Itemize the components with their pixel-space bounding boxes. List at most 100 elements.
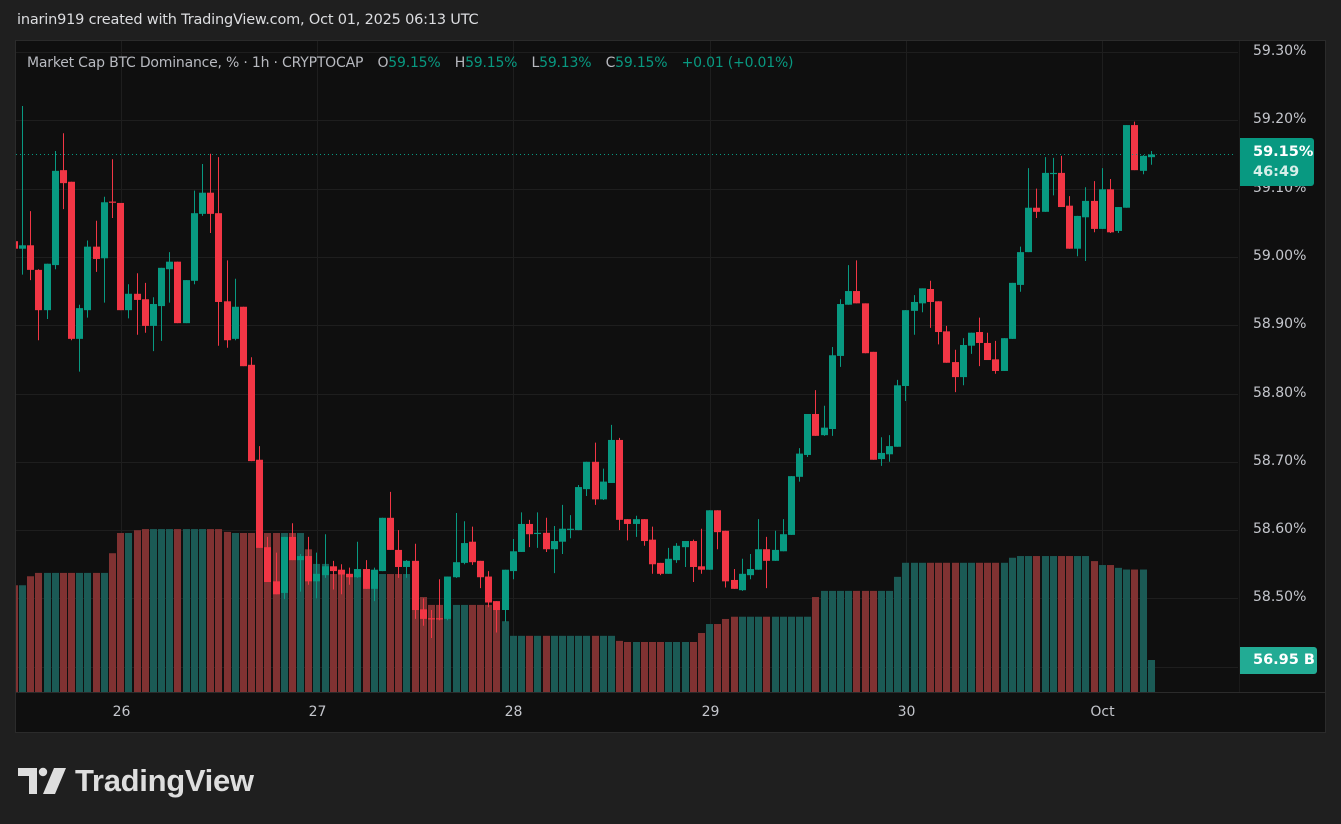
- candle-body: [821, 427, 828, 436]
- candle: [371, 567, 378, 602]
- candle: [436, 579, 443, 621]
- candle: [780, 519, 787, 552]
- candle-body: [117, 202, 124, 311]
- candle: [256, 446, 263, 548]
- candle-body: [469, 541, 476, 563]
- candle-body: [829, 355, 836, 430]
- candle: [297, 554, 304, 592]
- candle-body: [592, 461, 599, 500]
- volume-bar: [780, 616, 787, 692]
- candle-body: [19, 245, 26, 249]
- candle-body: [142, 299, 149, 326]
- volume-bar: [878, 590, 885, 692]
- volume-bar: [829, 590, 836, 692]
- candle-body: [428, 618, 435, 620]
- volume-bar: [551, 635, 558, 692]
- candlestick-chart[interactable]: [16, 41, 1239, 692]
- volume-bar: [1042, 556, 1049, 692]
- candle-body: [248, 364, 255, 462]
- time-axis-label: 29: [701, 704, 720, 720]
- volume-bar: [1131, 569, 1138, 692]
- candle: [19, 105, 26, 275]
- candle-body: [902, 310, 909, 386]
- candle: [657, 562, 664, 576]
- volume-bar: [436, 604, 443, 692]
- volume-bar: [772, 616, 779, 692]
- candle-body: [232, 306, 239, 339]
- candle-body: [240, 306, 247, 367]
- candle: [477, 560, 484, 589]
- time-axis-label: 26: [112, 704, 131, 720]
- volume-bar: [93, 572, 100, 692]
- volume-bar: [559, 635, 566, 692]
- volume-bar: [976, 562, 983, 692]
- candle: [1115, 207, 1122, 233]
- candle: [387, 491, 394, 550]
- candle: [330, 560, 337, 590]
- candle-body: [158, 267, 165, 307]
- candle: [444, 576, 451, 621]
- volume-bar: [1140, 569, 1147, 692]
- candle-body: [747, 569, 754, 576]
- candle-body: [76, 308, 83, 339]
- candle-body: [772, 549, 779, 561]
- candle: [305, 536, 312, 585]
- candles: [16, 105, 1155, 639]
- volume-bar: [232, 533, 239, 692]
- candle: [583, 461, 590, 496]
- candle: [264, 536, 271, 583]
- volume-bar: [534, 635, 541, 692]
- candle: [281, 536, 288, 600]
- candle: [420, 598, 427, 626]
- candle-body: [968, 332, 975, 346]
- candle: [673, 543, 680, 563]
- volume-bar: [837, 590, 844, 692]
- price-axis-label: 58.70%: [1253, 452, 1307, 469]
- legend-low-label: L: [531, 55, 540, 71]
- candle: [788, 476, 795, 535]
- candle-body: [1099, 189, 1106, 229]
- candle: [984, 332, 991, 361]
- volume-bar: [1033, 556, 1040, 692]
- volume-bar: [109, 553, 116, 692]
- legend-symbol: Market Cap BTC Dominance, % · 1h · CRYPT…: [27, 55, 364, 71]
- candle: [845, 265, 852, 305]
- candle-body: [297, 556, 304, 561]
- volume-bar: [714, 624, 721, 692]
- candle-body: [960, 345, 967, 378]
- candle: [698, 528, 705, 574]
- candle: [150, 297, 157, 352]
- candle: [886, 435, 893, 462]
- candle: [600, 468, 607, 501]
- candle: [1017, 246, 1024, 292]
- volume-bar: [567, 635, 574, 692]
- candle-body: [84, 246, 91, 311]
- volume-bar: [125, 533, 132, 692]
- candle-body: [60, 170, 67, 184]
- candle-body: [992, 359, 999, 371]
- candle-body: [559, 528, 566, 542]
- volume-bar: [387, 574, 394, 692]
- volume-bar: [166, 529, 173, 692]
- candle-body: [952, 362, 959, 378]
- legend-open-label: O: [377, 55, 389, 71]
- candle: [412, 543, 419, 619]
- volume-bar: [600, 635, 607, 692]
- candle-body: [698, 566, 705, 570]
- candle: [1025, 168, 1032, 253]
- candle-body: [281, 536, 288, 593]
- volume-bar: [207, 529, 214, 692]
- tradingview-logo-text: TradingView: [75, 763, 254, 798]
- candle: [812, 390, 819, 436]
- candle-body: [755, 549, 762, 570]
- candle-body: [322, 566, 329, 576]
- candle-body: [518, 523, 525, 552]
- candle: [853, 260, 860, 304]
- candle: [354, 541, 361, 578]
- candle: [224, 260, 231, 348]
- volume-bar: [1009, 557, 1016, 692]
- volume-bar: [35, 572, 42, 692]
- candle: [1123, 125, 1130, 208]
- candle: [428, 610, 435, 639]
- last-price-tag: 59.15% 46:49: [1240, 138, 1314, 186]
